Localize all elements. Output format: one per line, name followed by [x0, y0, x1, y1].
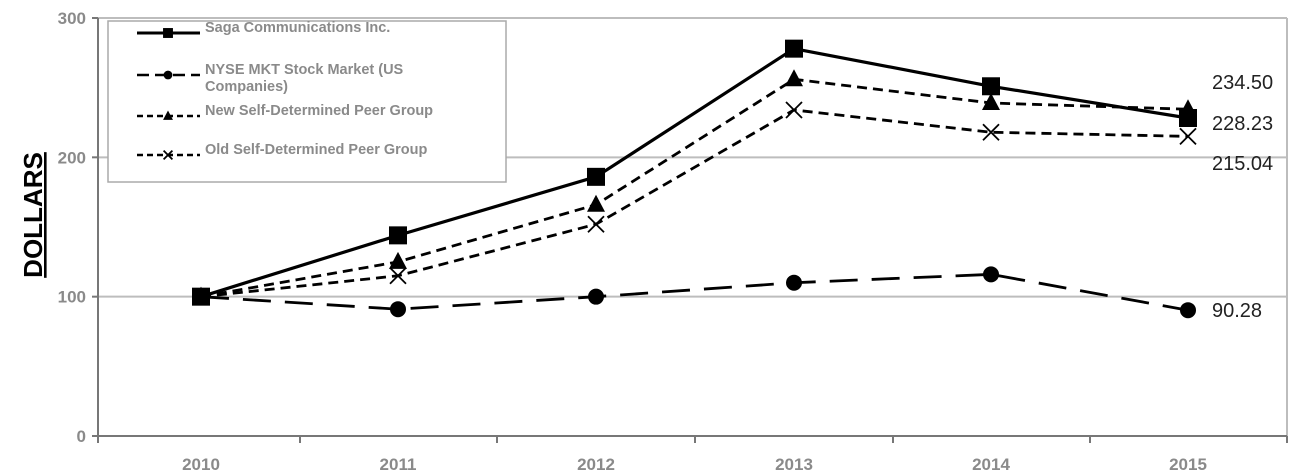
- triangle-marker: [785, 69, 803, 87]
- x-tick-label: 2014: [972, 455, 1010, 474]
- legend-item: Old Self-Determined Peer Group: [137, 142, 428, 161]
- circle-marker: [588, 288, 604, 305]
- x-marker-stroke: [785, 101, 803, 119]
- series-line: [200, 272, 1189, 312]
- legend-label: Saga Communications Inc.: [205, 20, 390, 36]
- triangle-marker: [389, 251, 407, 269]
- series-line: [200, 108, 1189, 299]
- y-axis-label: DOLLARS: [18, 152, 48, 278]
- axes: [97, 18, 1287, 437]
- legend-box: [107, 20, 507, 183]
- x-marker: [1179, 127, 1197, 146]
- y-axis-ticks: 0 100 200 300: [58, 9, 98, 446]
- circle-marker: [1180, 302, 1196, 319]
- x-marker: [982, 123, 1000, 141]
- x-marker-stroke: [982, 123, 1000, 141]
- legend-label: New Self-Determined Peer Group: [205, 103, 433, 119]
- square-marker: [1179, 108, 1197, 127]
- circle-marker: [983, 266, 999, 283]
- circle-marker: [786, 274, 802, 291]
- legend-label: NYSE MKT Stock Market (US: [205, 62, 404, 78]
- legend: Saga Communications Inc. NYSE MKT Stock M…: [107, 20, 507, 183]
- data-label: 215.04: [1212, 153, 1273, 175]
- data-labels: 234.50 228.23 215.04 90.28: [1212, 72, 1273, 322]
- x-marker-stroke: [389, 267, 407, 285]
- x-marker: [162, 149, 174, 161]
- triangle-marker: [982, 92, 1000, 110]
- x-tick-label: 2012: [577, 455, 615, 474]
- legend-label: Companies): [205, 79, 288, 95]
- legend-item: Saga Communications Inc.: [137, 20, 390, 38]
- y-tick-label: 300: [58, 9, 86, 28]
- x-tick-label: 2011: [380, 455, 417, 474]
- series-0: [192, 39, 1197, 306]
- x-marker-stroke: [587, 215, 605, 233]
- square-marker: [389, 226, 407, 245]
- y-tick-label: 100: [58, 288, 86, 307]
- series-line: [200, 77, 1189, 299]
- x-marker: [389, 267, 407, 285]
- data-label: 228.23: [1212, 113, 1273, 135]
- x-marker: [587, 215, 605, 233]
- x-marker: [785, 101, 803, 119]
- circle-marker: [163, 70, 173, 80]
- x-marker-stroke: [1179, 127, 1197, 146]
- data-label: 90.28: [1212, 300, 1262, 322]
- square-marker: [587, 167, 605, 186]
- legend-item: New Self-Determined Peer Group: [137, 103, 433, 120]
- y-tick-label: 0: [77, 427, 86, 446]
- square-marker: [163, 28, 173, 38]
- series-line: [200, 46, 1189, 299]
- triangle-marker: [587, 194, 605, 212]
- square-marker: [785, 39, 803, 58]
- square-marker: [982, 77, 1000, 96]
- x-axis-ticks: 2010 2011 2012 2013 2014 2015: [97, 436, 1288, 474]
- triangle-marker: [163, 110, 173, 120]
- circle-marker: [390, 301, 406, 318]
- legend-label: Old Self-Determined Peer Group: [205, 142, 428, 158]
- series-1: [193, 266, 1196, 319]
- data-label: 234.50: [1212, 72, 1273, 94]
- y-tick-label: 200: [58, 148, 86, 167]
- x-marker-stroke: [162, 149, 174, 161]
- square-marker: [192, 287, 210, 306]
- series-lines: [192, 39, 1197, 319]
- x-tick-label: 2010: [182, 455, 220, 474]
- x-tick-label: 2013: [775, 455, 813, 474]
- x-tick-label: 2015: [1169, 455, 1207, 474]
